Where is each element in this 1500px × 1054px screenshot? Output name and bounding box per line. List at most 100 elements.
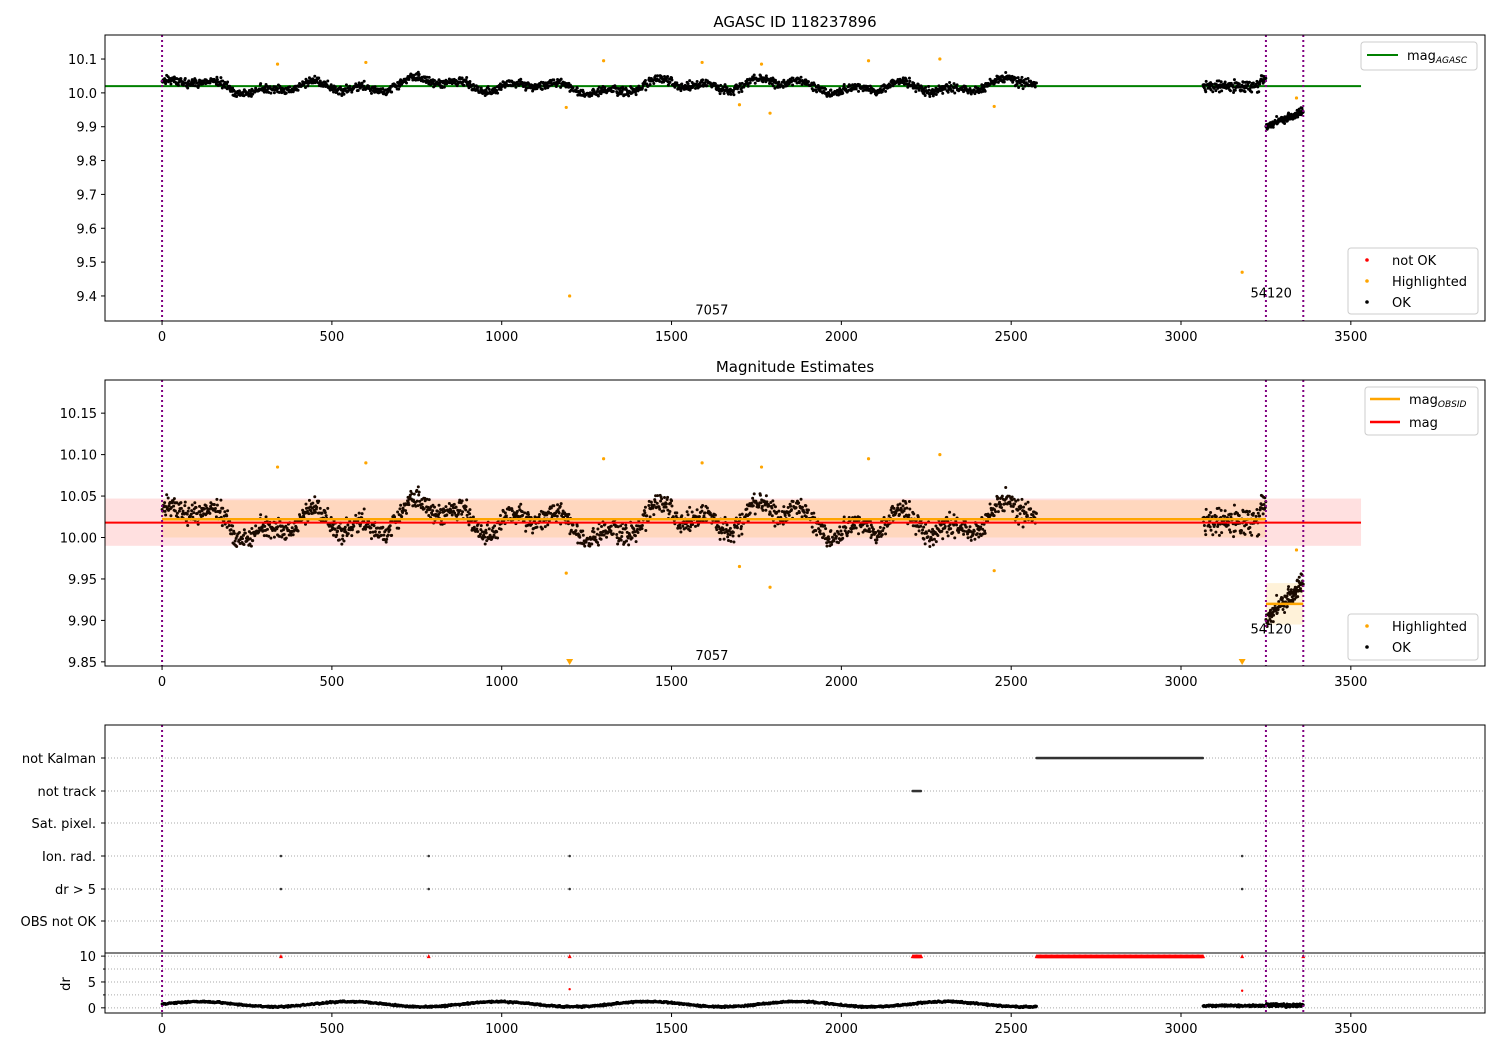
data-point-ok xyxy=(905,507,908,510)
data-point-ok xyxy=(686,525,689,528)
legend-label: not OK xyxy=(1392,254,1437,269)
data-point-ok xyxy=(297,529,300,532)
data-point-ok xyxy=(715,528,718,531)
chart-title: Magnitude Estimates xyxy=(716,358,874,376)
data-point-ok xyxy=(612,90,615,93)
data-point-ok xyxy=(882,527,885,530)
data-point-ok xyxy=(250,527,253,530)
obsid-annotation: 54120 xyxy=(1251,623,1292,638)
data-point-ok xyxy=(868,530,871,533)
data-point-ok xyxy=(1004,71,1007,74)
data-point-ok xyxy=(572,523,575,526)
data-point-ok xyxy=(1211,515,1214,518)
data-point-ok xyxy=(936,534,939,537)
data-point-ok xyxy=(1016,515,1019,518)
y-tick-label: 10.1 xyxy=(68,53,97,68)
data-point-ok xyxy=(749,512,752,515)
data-point-ok xyxy=(1255,508,1258,511)
data-point-ok xyxy=(670,499,673,502)
data-point-ok xyxy=(488,88,491,91)
data-point-ok xyxy=(922,538,925,541)
flag-point xyxy=(1241,888,1244,891)
data-point-highlighted xyxy=(738,103,741,106)
data-point-ok xyxy=(592,527,595,530)
data-point-ok xyxy=(1290,588,1293,591)
y-tick-label: 9.90 xyxy=(68,614,97,629)
data-point-highlighted xyxy=(867,457,870,460)
data-point-ok xyxy=(535,526,538,529)
data-point-ok xyxy=(1011,510,1014,513)
data-point-ok xyxy=(1250,534,1253,537)
flag-point xyxy=(427,888,430,891)
data-point-ok xyxy=(225,514,228,517)
data-point-ok xyxy=(221,524,224,527)
data-point-ok xyxy=(673,86,676,89)
data-point-ok xyxy=(560,502,563,505)
legend-label: Highlighted xyxy=(1392,620,1467,635)
data-point-ok xyxy=(875,538,878,541)
data-point-ok xyxy=(486,524,489,527)
data-point-ok xyxy=(658,508,661,511)
data-point-ok xyxy=(273,536,276,539)
data-point-ok xyxy=(675,511,678,514)
data-point-ok xyxy=(1277,608,1280,611)
data-point-highlighted xyxy=(938,57,941,60)
data-point-ok xyxy=(488,527,491,530)
data-point-ok xyxy=(416,500,419,503)
data-point-ok xyxy=(1247,513,1250,516)
data-point-ok xyxy=(656,74,659,77)
data-point-ok xyxy=(1035,512,1038,515)
data-point-ok xyxy=(1276,611,1279,614)
data-point-ok xyxy=(235,545,238,548)
data-point-ok xyxy=(801,506,804,509)
data-point-ok xyxy=(900,508,903,511)
data-point-ok xyxy=(940,530,943,533)
data-point-ok xyxy=(795,506,798,509)
data-point-ok xyxy=(493,524,496,527)
data-point-ok xyxy=(261,526,264,529)
data-point-ok xyxy=(541,88,544,91)
data-point-ok xyxy=(703,511,706,514)
data-point-ok xyxy=(662,509,665,512)
data-point-ok xyxy=(745,507,748,510)
data-point-ok xyxy=(653,504,656,507)
data-point-ok xyxy=(635,93,638,96)
data-point-ok xyxy=(924,94,927,97)
data-point-ok xyxy=(208,512,211,515)
data-point-ok xyxy=(857,90,860,93)
data-point-ok xyxy=(266,528,269,531)
data-point-ok xyxy=(924,542,927,545)
data-point-ok xyxy=(1020,498,1023,501)
data-point-ok xyxy=(829,529,832,532)
data-point-ok xyxy=(273,91,276,94)
data-point-ok xyxy=(560,78,563,81)
data-point-ok xyxy=(732,535,735,538)
data-point-highlighted xyxy=(701,61,704,64)
data-point-ok xyxy=(546,523,549,526)
data-point-ok xyxy=(753,74,756,77)
data-point-ok xyxy=(317,77,320,80)
data-point-ok xyxy=(173,497,176,500)
data-point-ok xyxy=(656,494,659,497)
data-point-ok xyxy=(292,533,295,536)
y-tick-label: 10.10 xyxy=(60,449,97,464)
data-point-ok xyxy=(792,500,795,503)
data-point-ok xyxy=(1262,512,1265,515)
data-point-ok xyxy=(541,527,544,530)
data-point-ok xyxy=(516,510,519,513)
data-point-ok xyxy=(583,545,586,548)
data-point-ok xyxy=(465,76,468,79)
data-point-ok xyxy=(760,501,763,504)
data-point-highlighted xyxy=(568,1033,571,1036)
data-point-ok xyxy=(764,509,767,512)
data-point-ok xyxy=(177,84,180,87)
data-point-ok xyxy=(1257,90,1260,93)
data-point-ok xyxy=(186,513,189,516)
data-point-ok xyxy=(688,79,691,82)
data-point-ok xyxy=(438,504,441,507)
data-point-ok xyxy=(837,541,840,544)
data-point-highlighted xyxy=(738,565,741,568)
data-point-ok xyxy=(770,506,773,509)
legend-label: OK xyxy=(1392,641,1411,656)
data-point-ok xyxy=(841,533,844,536)
